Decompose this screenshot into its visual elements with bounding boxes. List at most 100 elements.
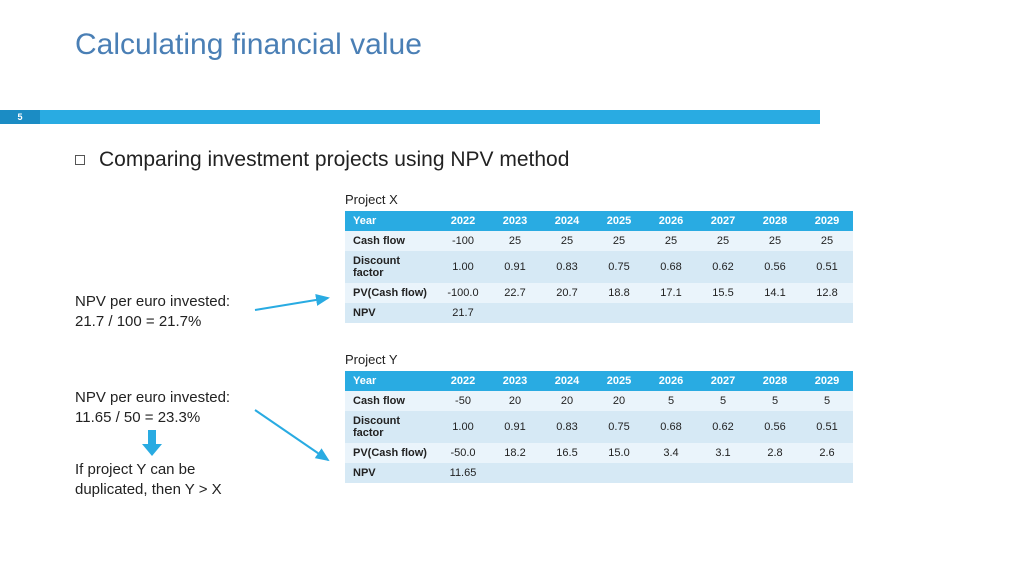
annotation-project-y: NPV per euro invested: 11.65 / 50 = 23.3… [75, 388, 230, 427]
cell: 0.68 [645, 411, 697, 443]
row-label: Cash flow [345, 231, 437, 251]
table-row: NPV 11.65 [345, 463, 853, 483]
cell: 25 [801, 231, 853, 251]
col-header: 2025 [593, 211, 645, 231]
row-label: Cash flow [345, 391, 437, 411]
col-header: 2029 [801, 371, 853, 391]
col-header: 2022 [437, 211, 489, 231]
cell: -100.0 [437, 283, 489, 303]
annotation-project-x: NPV per euro invested: 21.7 / 100 = 21.7… [75, 292, 230, 331]
cell: 20.7 [541, 283, 593, 303]
col-header: 2022 [437, 371, 489, 391]
cell [645, 463, 697, 483]
cell: 12.8 [801, 283, 853, 303]
bullet-text: Comparing investment projects using NPV … [99, 148, 569, 172]
cell: 0.51 [801, 251, 853, 283]
row-label: PV(Cash flow) [345, 283, 437, 303]
cell [697, 303, 749, 323]
cell [541, 463, 593, 483]
cell: 18.2 [489, 443, 541, 463]
cell: 14.1 [749, 283, 801, 303]
cell: 0.83 [541, 411, 593, 443]
cell: 0.68 [645, 251, 697, 283]
cell: 0.62 [697, 251, 749, 283]
cell: 5 [749, 391, 801, 411]
npv-table: Year 2022 2023 2024 2025 2026 2027 2028 … [345, 371, 853, 483]
annotation-line: NPV per euro invested: [75, 388, 230, 408]
table-row: Cash flow -100 25 25 25 25 25 25 25 [345, 231, 853, 251]
cell: 17.1 [645, 283, 697, 303]
cell: 0.91 [489, 411, 541, 443]
row-label: Discount factor [345, 411, 437, 443]
cell [749, 303, 801, 323]
table-project-y: Project Y Year 2022 2023 2024 2025 2026 … [345, 352, 853, 483]
col-header: 2027 [697, 211, 749, 231]
cell: 0.56 [749, 251, 801, 283]
cell: 15.5 [697, 283, 749, 303]
cell [593, 463, 645, 483]
annotation-line: If project Y can be [75, 460, 222, 480]
cell: 25 [489, 231, 541, 251]
cell: 2.6 [801, 443, 853, 463]
table-row: PV(Cash flow) -100.0 22.7 20.7 18.8 17.1… [345, 283, 853, 303]
cell: 25 [749, 231, 801, 251]
cell: 16.5 [541, 443, 593, 463]
annotation-line: NPV per euro invested: [75, 292, 230, 312]
table-project-x: Project X Year 2022 2023 2024 2025 2026 … [345, 192, 853, 323]
cell: 20 [489, 391, 541, 411]
table-row: PV(Cash flow) -50.0 18.2 16.5 15.0 3.4 3… [345, 443, 853, 463]
col-header: 2029 [801, 211, 853, 231]
cell: 0.91 [489, 251, 541, 283]
bullet-row: Comparing investment projects using NPV … [75, 148, 569, 172]
cell: 1.00 [437, 251, 489, 283]
col-year: Year [345, 371, 437, 391]
cell: 15.0 [593, 443, 645, 463]
cell [489, 463, 541, 483]
cell: 21.7 [437, 303, 489, 323]
col-header: 2024 [541, 211, 593, 231]
cell: 5 [645, 391, 697, 411]
col-header: 2023 [489, 211, 541, 231]
cell: 25 [593, 231, 645, 251]
cell [801, 463, 853, 483]
annotation-line: 11.65 / 50 = 23.3% [75, 408, 230, 428]
col-header: 2028 [749, 371, 801, 391]
cell: 0.62 [697, 411, 749, 443]
cell: 20 [593, 391, 645, 411]
col-header: 2026 [645, 211, 697, 231]
table-header-row: Year 2022 2023 2024 2025 2026 2027 2028 … [345, 211, 853, 231]
npv-table: Year 2022 2023 2024 2025 2026 2027 2028 … [345, 211, 853, 323]
row-label: PV(Cash flow) [345, 443, 437, 463]
cell [489, 303, 541, 323]
cell: -100 [437, 231, 489, 251]
accent-bar [0, 110, 820, 124]
table-row: Cash flow -50 20 20 20 5 5 5 5 [345, 391, 853, 411]
cell: 0.51 [801, 411, 853, 443]
table-row: Discount factor 1.00 0.91 0.83 0.75 0.68… [345, 251, 853, 283]
cell [801, 303, 853, 323]
cell: -50 [437, 391, 489, 411]
table-row: NPV 21.7 [345, 303, 853, 323]
cell [697, 463, 749, 483]
cell [749, 463, 801, 483]
col-header: 2028 [749, 211, 801, 231]
cell: 20 [541, 391, 593, 411]
annotation-line: 21.7 / 100 = 21.7% [75, 312, 230, 332]
table-header-row: Year 2022 2023 2024 2025 2026 2027 2028 … [345, 371, 853, 391]
table-caption: Project X [345, 192, 853, 207]
col-header: 2026 [645, 371, 697, 391]
row-label: NPV [345, 463, 437, 483]
col-header: 2027 [697, 371, 749, 391]
cell: 0.83 [541, 251, 593, 283]
cell: 3.4 [645, 443, 697, 463]
arrow-down-icon [140, 428, 164, 458]
cell: 25 [541, 231, 593, 251]
cell: 0.75 [593, 251, 645, 283]
bullet-square-icon [75, 155, 85, 165]
cell: 5 [697, 391, 749, 411]
cell: 1.00 [437, 411, 489, 443]
cell: 22.7 [489, 283, 541, 303]
cell: 5 [801, 391, 853, 411]
annotation-line: duplicated, then Y > X [75, 480, 222, 500]
cell [593, 303, 645, 323]
